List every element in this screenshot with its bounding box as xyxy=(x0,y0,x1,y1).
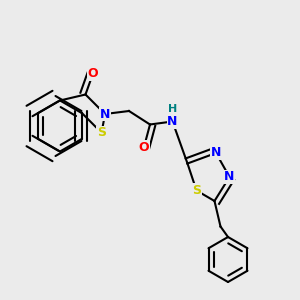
Text: N: N xyxy=(211,146,221,160)
Text: O: O xyxy=(88,67,98,80)
Text: N: N xyxy=(100,107,110,121)
Text: O: O xyxy=(139,140,149,154)
Text: S: S xyxy=(192,184,201,197)
Text: H: H xyxy=(168,104,177,114)
Text: N: N xyxy=(224,170,235,184)
Text: S: S xyxy=(97,126,106,139)
Text: N: N xyxy=(167,115,178,128)
